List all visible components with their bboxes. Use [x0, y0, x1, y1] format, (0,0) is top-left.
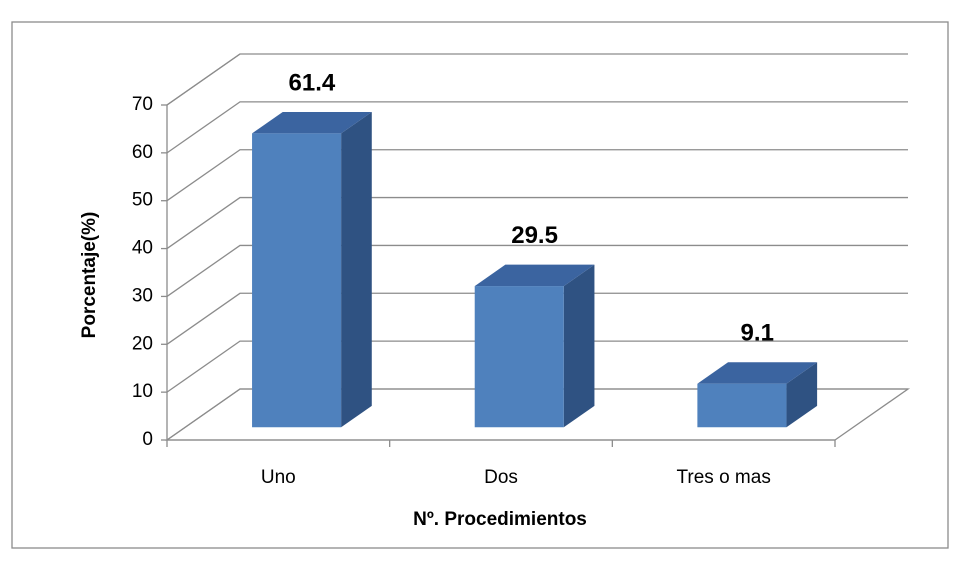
x-axis-title: Nº. Procedimientos [413, 509, 587, 530]
bar-top [252, 111, 372, 134]
y-tick-label: 60 [132, 142, 153, 163]
y-tick-label: 30 [132, 285, 153, 306]
grid-line [166, 53, 908, 106]
bar [252, 133, 342, 428]
grid-line [166, 196, 908, 250]
bar-side [563, 264, 595, 428]
grid-line [166, 292, 908, 345]
x-tick-label: Tres o mas [677, 467, 771, 488]
y-tick-label: 20 [132, 333, 153, 354]
grid-line [166, 340, 908, 393]
bar-top [474, 264, 595, 287]
y-tick-label: 50 [132, 190, 153, 211]
bar-top [697, 362, 818, 384]
y-tick-label: 70 [132, 94, 153, 115]
value-label: 29.5 [511, 222, 558, 249]
bar [697, 383, 787, 428]
grid-line [166, 388, 908, 441]
grid-line [166, 149, 908, 202]
grid-line [166, 101, 908, 154]
value-label: 9.1 [741, 320, 774, 347]
x-tick-label: Dos [484, 467, 518, 488]
y-tick-label: 40 [132, 238, 153, 259]
bar-side [341, 111, 372, 428]
value-label: 61.4 [289, 69, 336, 96]
grid-line [166, 244, 908, 297]
y-tick-label: 10 [132, 381, 153, 402]
bar [474, 286, 564, 428]
x-tick-label: Uno [261, 467, 296, 488]
bar-side [786, 362, 818, 428]
y-axis-title: Porcentaje(%) [79, 212, 100, 339]
y-tick-label: 0 [142, 429, 153, 450]
